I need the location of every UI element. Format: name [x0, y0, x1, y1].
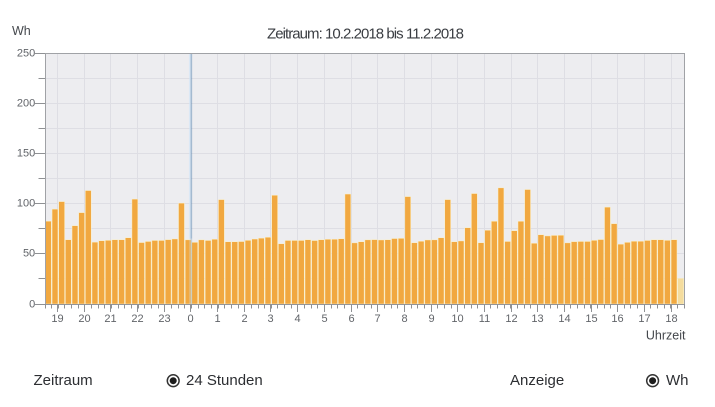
svg-text:13: 13 — [531, 313, 543, 325]
svg-text:18: 18 — [665, 313, 677, 325]
svg-text:4: 4 — [294, 313, 300, 325]
svg-text:15: 15 — [585, 313, 597, 325]
svg-text:Uhrzeit: Uhrzeit — [646, 329, 686, 343]
svg-text:8: 8 — [401, 313, 407, 325]
svg-text:10: 10 — [451, 313, 463, 325]
svg-text:6: 6 — [348, 313, 354, 325]
svg-text:250: 250 — [17, 48, 35, 60]
svg-text:Wh: Wh — [12, 24, 31, 38]
svg-text:0: 0 — [29, 299, 35, 311]
svg-text:19: 19 — [51, 313, 63, 325]
svg-text:Wh: Wh — [666, 372, 689, 389]
svg-text:20: 20 — [78, 313, 90, 325]
svg-text:24 Stunden: 24 Stunden — [186, 372, 263, 389]
svg-text:100: 100 — [17, 198, 35, 210]
svg-text:12: 12 — [505, 313, 517, 325]
svg-text:Zeitraum: 10.2.2018 bis 11.2.2: Zeitraum: 10.2.2018 bis 11.2.2018 — [267, 26, 464, 43]
svg-text:2: 2 — [241, 313, 247, 325]
svg-text:11: 11 — [479, 313, 490, 325]
svg-text:Zeitraum: Zeitraum — [34, 372, 93, 389]
svg-text:5: 5 — [321, 313, 327, 325]
svg-text:17: 17 — [638, 313, 650, 325]
svg-text:21: 21 — [104, 313, 116, 325]
svg-text:22: 22 — [131, 313, 143, 325]
svg-text:Anzeige: Anzeige — [510, 372, 564, 389]
svg-text:1: 1 — [214, 313, 220, 325]
svg-text:9: 9 — [428, 313, 434, 325]
svg-text:7: 7 — [374, 313, 380, 325]
svg-text:150: 150 — [17, 148, 35, 160]
svg-text:200: 200 — [17, 98, 35, 110]
svg-text:23: 23 — [158, 313, 170, 325]
svg-text:50: 50 — [23, 248, 35, 260]
svg-text:16: 16 — [611, 313, 623, 325]
svg-text:14: 14 — [558, 313, 570, 325]
svg-text:3: 3 — [267, 313, 273, 325]
svg-text:0: 0 — [187, 313, 193, 325]
